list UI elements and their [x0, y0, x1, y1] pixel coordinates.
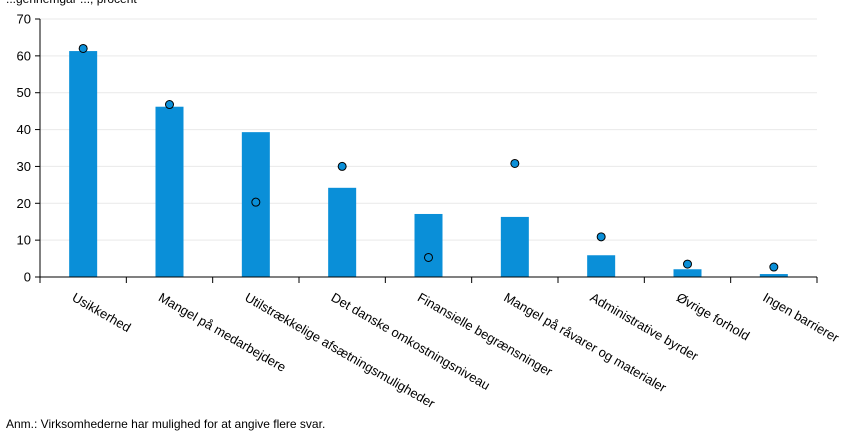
category-label: Mangel på råvarer og materialer	[501, 290, 669, 396]
dot	[338, 162, 346, 170]
bar	[69, 51, 97, 277]
bars	[69, 51, 788, 277]
y-tick-label: 10	[17, 233, 31, 248]
category-label: Finansielle begrænsninger	[415, 290, 556, 380]
y-tick-label: 0	[24, 270, 31, 285]
bar	[587, 255, 615, 277]
dot	[511, 159, 519, 167]
chart-title-fragment: ...gennemgår ..., procent	[6, 0, 137, 6]
category-label: Usikkerhed	[70, 290, 134, 336]
bar	[674, 269, 702, 277]
dot	[597, 233, 605, 241]
y-axis: 0 10 20 30 40 50 60 70	[17, 12, 40, 285]
y-tick-label: 50	[17, 85, 31, 100]
dot	[425, 253, 433, 261]
dot	[166, 101, 174, 109]
bar	[328, 188, 356, 277]
bar	[156, 107, 184, 277]
dot	[252, 198, 260, 206]
footnote: Anm.: Virksomhederne har mulighed for at…	[6, 417, 325, 431]
bar	[501, 217, 529, 277]
dot	[770, 263, 778, 271]
y-tick-label: 70	[17, 12, 31, 27]
y-tick-label: 30	[17, 159, 31, 174]
x-axis: Usikkerhed Mangel på medarbejdereUtilstræ…	[40, 277, 842, 411]
dot	[684, 260, 692, 268]
category-label: Det danske omkostningsniveau	[329, 290, 493, 393]
dot	[79, 44, 87, 52]
y-tick-label: 60	[17, 48, 31, 63]
category-label: Øvrige forhold	[674, 290, 752, 344]
category-label: Ingen barrierer	[760, 290, 842, 346]
y-tick-label: 20	[17, 196, 31, 211]
bar	[415, 214, 443, 277]
y-tick-label: 40	[17, 122, 31, 137]
